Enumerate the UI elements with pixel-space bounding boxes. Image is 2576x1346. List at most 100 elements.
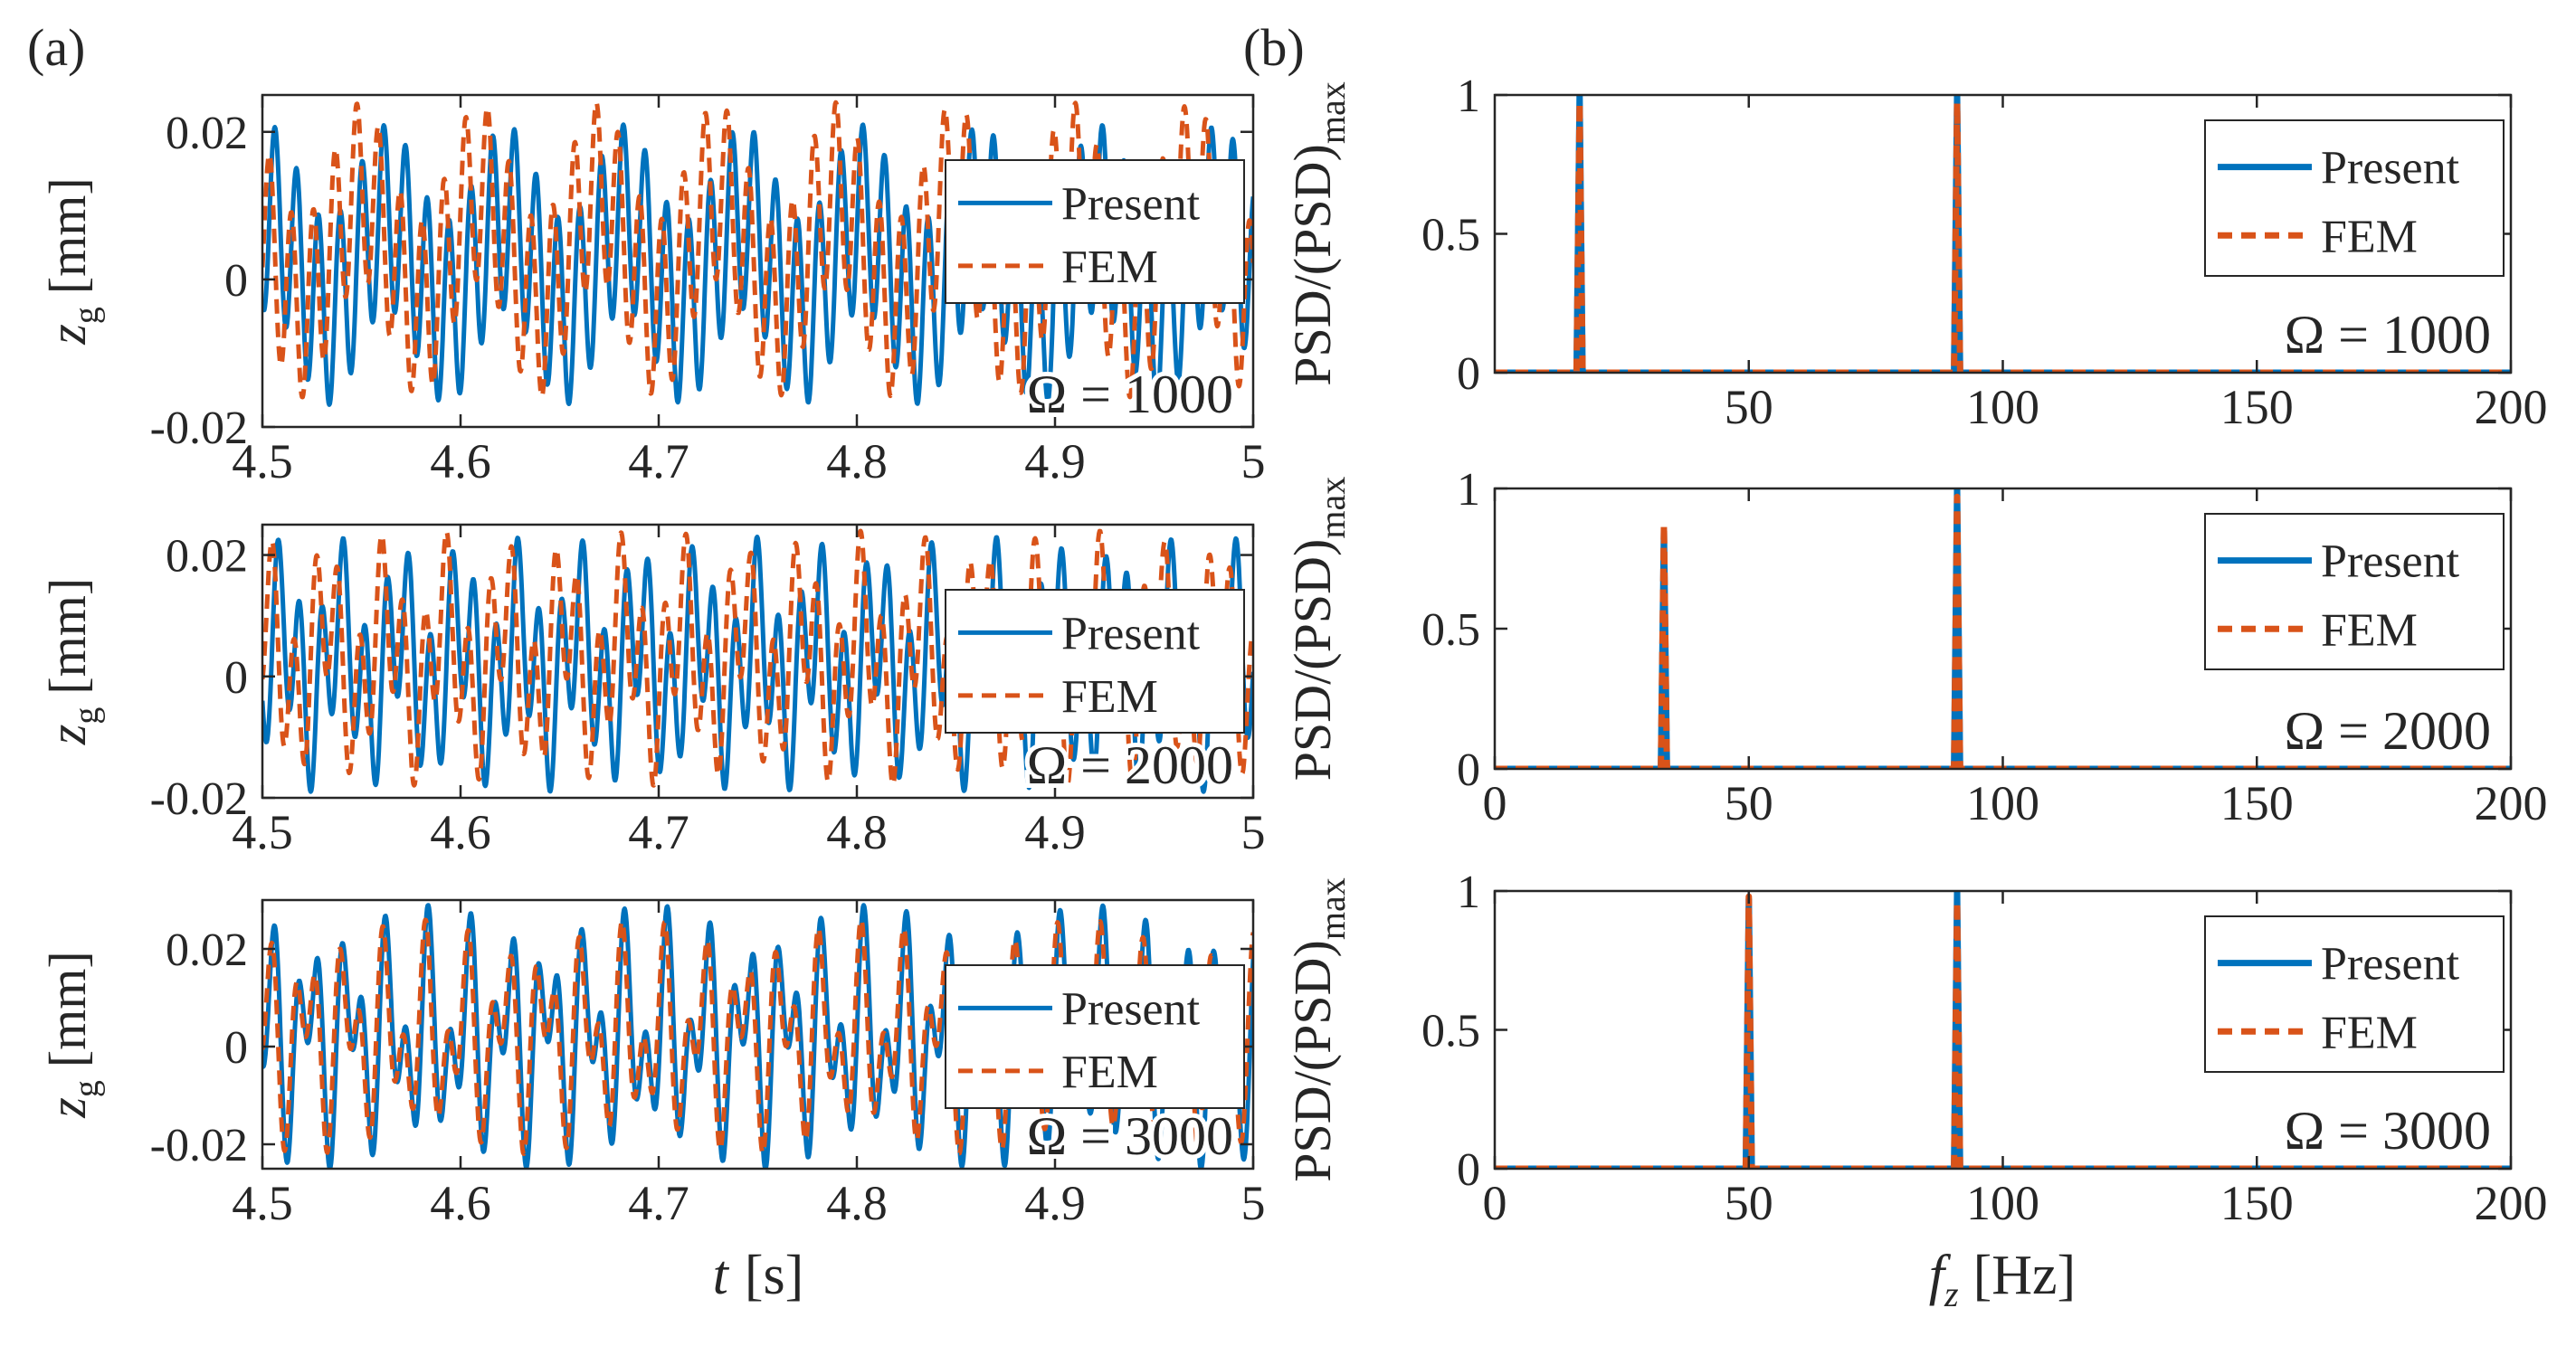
omega-annotation: Ω = 1000 [1027, 365, 1233, 424]
legend: Present FEM [2204, 915, 2505, 1073]
legend-box [2204, 513, 2505, 670]
y-label-subscript: g [68, 307, 106, 324]
series-line-fem [1495, 893, 2511, 1169]
legend-label-present: Present [2321, 536, 2460, 588]
legend-label-fem: FEM [1061, 242, 1158, 293]
y-tick-label: -0.02 [150, 403, 248, 454]
legend: Present FEM [945, 964, 1245, 1109]
y-label-symbol: z [38, 725, 97, 746]
x-label-unit: [s] [745, 1245, 803, 1306]
y-tick-label: 1 [1457, 867, 1480, 918]
chart-b-2: 0 50 100 150 200 0 0.5 1 Present FEM Ω = 2000 [1421, 464, 2548, 830]
plot-area [1495, 488, 2511, 769]
legend-label-fem: FEM [2321, 604, 2418, 656]
legend-label-present: Present [1061, 983, 1201, 1035]
legend-label-fem: FEM [2321, 1007, 2418, 1058]
omega-annotation: Ω = 1000 [2285, 305, 2491, 365]
chart-a-1: 4.5 4.6 4.7 4.8 4.9 5 -0.02 0 0.02 Present FEM Ω = … [150, 93, 1266, 488]
y-label-unit: [mm] [38, 951, 97, 1067]
y-tick-label: -0.02 [150, 773, 248, 825]
y-tick-label: 0.5 [1421, 604, 1480, 656]
panel-label-b: (b) [1243, 18, 1305, 77]
y-label-main: PSD/(PSD) [1283, 940, 1342, 1182]
x-tick-label: 150 [2220, 1176, 2294, 1230]
legend: Present FEM [2204, 119, 2505, 277]
y-tick-label: 0 [1457, 1144, 1480, 1196]
x-tick-label: 4.5 [232, 805, 293, 859]
x-label-subscript: z [1944, 1274, 1959, 1314]
y-tick-label: 0 [224, 1022, 248, 1074]
x-tick-label: 100 [1966, 776, 2039, 830]
x-tick-label: 4.8 [826, 805, 888, 859]
legend-label-present: Present [1061, 178, 1201, 230]
x-tick-label: 200 [2475, 380, 2548, 434]
legend-box [2204, 915, 2505, 1073]
y-label-unit: [mm] [38, 578, 97, 695]
axes-frame [261, 93, 1255, 429]
y-tick-label: 0 [1457, 348, 1480, 400]
axes-frame [261, 898, 1255, 1171]
series-line-fem [1495, 100, 2511, 373]
x-tick-label: 100 [1966, 1176, 2039, 1230]
y-label-main: PSD/(PSD) [1283, 144, 1342, 386]
omega-annotation: Ω = 2000 [1027, 735, 1233, 795]
y-tick-label: -0.02 [150, 1120, 248, 1171]
series-line-fem [1495, 493, 2511, 769]
axes-layer: 4.5 4.6 4.7 4.8 4.9 5 -0.02 0 0.02 Present FEM Ω = … [38, 71, 2548, 1314]
axes-frame [261, 523, 1255, 800]
x-tick-label: 4.8 [826, 434, 888, 488]
x-tick-label: 4.7 [628, 434, 689, 488]
y-axis-label-zg: zg [mm] [38, 578, 106, 745]
x-tick-label: 50 [1725, 380, 1773, 434]
y-tick-label: 0 [224, 255, 248, 307]
y-tick-label: 0 [224, 652, 248, 704]
omega-annotation: Ω = 3000 [2285, 1101, 2491, 1161]
y-axis-label-psd: PSD/(PSD)max [1283, 877, 1353, 1181]
legend-label-fem: FEM [1061, 671, 1158, 723]
x-tick-label: 150 [2220, 776, 2294, 830]
omega-annotation: Ω = 2000 [2285, 701, 2491, 761]
legend-label-fem: FEM [1061, 1047, 1158, 1098]
legend: Present FEM [945, 589, 1245, 734]
x-tick-label: 5 [1241, 805, 1266, 859]
x-tick-label: 150 [2220, 380, 2294, 434]
plot-area [1495, 891, 2511, 1169]
y-label-symbol: z [38, 1097, 97, 1119]
legend-box [2204, 119, 2505, 277]
chart-b-1: 50 100 150 200 0 0.5 1 Present FEM Ω = 1000 [1421, 71, 2548, 434]
y-axis-label-psd: PSD/(PSD)max [1283, 477, 1353, 781]
legend-label-present: Present [2321, 939, 2460, 991]
x-tick-label: 200 [2475, 1176, 2548, 1230]
x-tick-label: 100 [1966, 380, 2039, 434]
chart-a-3: 4.5 4.6 4.7 4.8 4.9 5 -0.02 0 0.02 Present FEM Ω = … [150, 898, 1266, 1230]
legend-label-present: Present [1061, 608, 1201, 659]
legend: Present FEM [945, 159, 1245, 304]
x-tick-label: 4.5 [232, 434, 293, 488]
y-axis-label-zg: zg [mm] [38, 177, 106, 345]
x-axis-label-fz: fz [Hz] [1929, 1245, 2076, 1314]
y-label-subscript: g [68, 1080, 106, 1097]
series-line-fem [262, 528, 1253, 788]
y-label-unit: [mm] [38, 177, 97, 294]
panel-label-a: (a) [27, 18, 85, 77]
x-tick-label: 4.7 [628, 805, 689, 859]
x-label-symbol: t [713, 1245, 730, 1306]
y-tick-label: 0.5 [1421, 1006, 1480, 1057]
y-label-main: PSD/(PSD) [1283, 539, 1342, 782]
legend-label-fem: FEM [2321, 211, 2418, 262]
plot-area [1495, 95, 2511, 373]
y-axis-label-psd: PSD/(PSD)max [1283, 81, 1353, 385]
x-tick-label: 200 [2475, 776, 2548, 830]
chart-b-3: 0 50 100 150 200 0 0.5 1 Present FEM Ω = 3000 [1421, 867, 2548, 1230]
omega-annotation: Ω = 3000 [1027, 1106, 1233, 1166]
x-tick-label: 50 [1725, 776, 1773, 830]
legend-box [945, 589, 1245, 734]
x-tick-label: 4.7 [628, 1176, 689, 1230]
x-tick-label: 4.6 [430, 805, 491, 859]
x-tick-label: 5 [1241, 1176, 1266, 1230]
y-tick-label: 1 [1457, 71, 1480, 122]
y-tick-label: 0.02 [166, 924, 248, 976]
x-tick-label: 4.9 [1024, 434, 1086, 488]
legend-box [945, 159, 1245, 304]
